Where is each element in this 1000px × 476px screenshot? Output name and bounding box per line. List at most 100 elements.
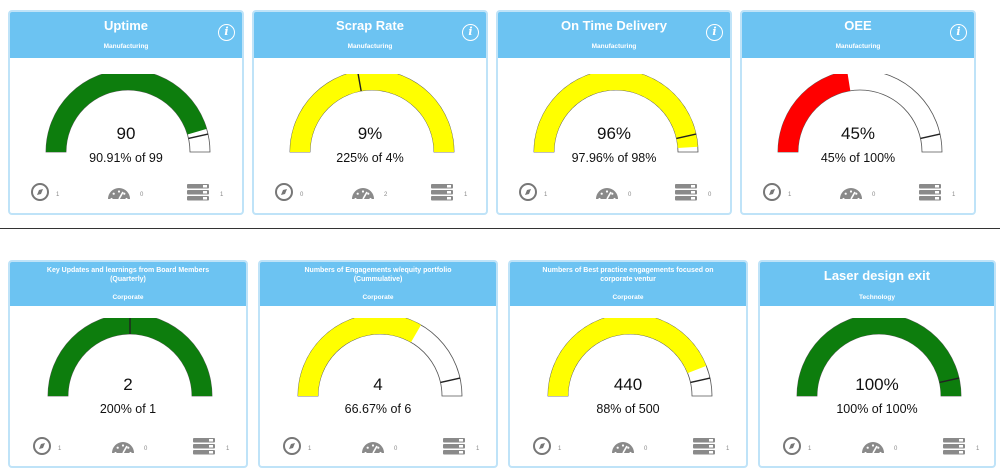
speedometer-icon[interactable] (838, 182, 864, 202)
info-icon[interactable]: i (706, 24, 723, 41)
gauge-value: 100% (855, 375, 899, 394)
list-icon[interactable] (430, 182, 454, 202)
gauge-value: 90 (116, 124, 136, 143)
card-title: Uptime (103, 18, 149, 33)
gauge-target-marker (357, 74, 362, 92)
gauge (533, 74, 699, 153)
kpi-card-oee[interactable]: OEE Manufacturing i 45% 45% of 100% 1 0 … (740, 10, 976, 215)
list-count: 0 (708, 192, 712, 198)
speedometer-icon[interactable] (360, 436, 386, 456)
list-count: 1 (976, 446, 980, 452)
card-header: On Time Delivery Manufacturing i (498, 12, 730, 58)
gauge-target-marker (676, 133, 697, 140)
gauge-percent-of-target: 100% of 100% (836, 402, 918, 416)
compass-icon[interactable] (30, 182, 50, 202)
list-icon[interactable] (192, 436, 216, 456)
card-category: Manufacturing (835, 43, 881, 50)
compass-count: 1 (544, 192, 548, 198)
list-count: 1 (726, 446, 730, 452)
list-count: 1 (220, 192, 224, 198)
card-title: OEE (844, 18, 872, 33)
kpi-card-board-updates[interactable]: Key Updates and learnings from Board Mem… (8, 260, 248, 468)
card-header: Uptime Manufacturing i (10, 12, 242, 58)
card-category: Corporate (612, 294, 644, 301)
kpi-card-on-time-delivery[interactable]: On Time Delivery Manufacturing i 96% 97.… (496, 10, 732, 215)
gauge (297, 318, 463, 397)
info-icon[interactable]: i (218, 24, 235, 41)
card-header: Laser design exit Technology (760, 262, 994, 306)
card-title: Numbers of Best practice engagements foc… (542, 267, 714, 283)
gauge-value: 2 (123, 375, 133, 394)
gauge-percent-of-target: 97.96% of 98% (571, 151, 657, 165)
kpi-card-scrap-rate[interactable]: Scrap Rate Manufacturing i 9% 225% of 4%… (252, 10, 488, 215)
gauge-percent-of-target: 66.67% of 6 (344, 402, 412, 416)
kpi-card-laser-design-exit[interactable]: Laser design exit Technology 100% 100% o… (758, 260, 996, 468)
gauge (796, 318, 962, 397)
list-icon[interactable] (692, 436, 716, 456)
kpi-card-equity-engagements[interactable]: Numbers of Engagements w/equity portfoli… (258, 260, 498, 468)
kpi-card-uptime[interactable]: Uptime Manufacturing i 90 90.91% of 99 1… (8, 10, 244, 215)
kpi-card-best-practice-engagements[interactable]: Numbers of Best practice engagements foc… (508, 260, 748, 468)
compass-icon[interactable] (762, 182, 782, 202)
speedometer-count: 2 (384, 192, 388, 198)
compass-count: 1 (308, 446, 312, 452)
gauge-percent-of-target: 200% of 1 (99, 402, 157, 416)
compass-icon[interactable] (282, 436, 302, 456)
list-icon[interactable] (442, 436, 466, 456)
gauge-percent-of-target: 45% of 100% (820, 151, 896, 165)
gauge-target-marker (690, 377, 711, 384)
gauge-target-marker (188, 133, 209, 140)
compass-icon[interactable] (532, 436, 552, 456)
speedometer-icon[interactable] (110, 436, 136, 456)
card-header: OEE Manufacturing i (742, 12, 974, 58)
list-icon[interactable] (674, 182, 698, 202)
card-title: On Time Delivery (561, 18, 667, 33)
gauge-percent-of-target: 90.91% of 99 (89, 151, 163, 165)
compass-count: 1 (558, 446, 562, 452)
compass-icon[interactable] (32, 436, 52, 456)
gauge-fill (48, 318, 212, 396)
compass-icon[interactable] (782, 436, 802, 456)
speedometer-icon[interactable] (594, 182, 620, 202)
card-title: Laser design exit (823, 268, 931, 283)
gauge (45, 74, 211, 153)
speedometer-count: 0 (140, 192, 144, 198)
card-title: Scrap Rate (336, 18, 404, 33)
gauge-fill (797, 318, 961, 396)
gauge-fill (298, 318, 422, 396)
list-icon[interactable] (186, 182, 210, 202)
list-icon[interactable] (918, 182, 942, 202)
gauge (547, 318, 713, 397)
speedometer-count: 0 (394, 446, 398, 452)
card-title: Key Updates and learnings from Board Mem… (46, 267, 210, 283)
card-category: Manufacturing (591, 43, 637, 50)
speedometer-icon[interactable] (106, 182, 132, 202)
list-count: 1 (952, 192, 956, 198)
speedometer-icon[interactable] (610, 436, 636, 456)
list-count: 1 (476, 446, 480, 452)
gauge-percent-of-target: 88% of 500 (596, 402, 660, 416)
info-icon[interactable]: i (950, 24, 967, 41)
card-header: Key Updates and learnings from Board Mem… (10, 262, 246, 306)
speedometer-icon[interactable] (860, 436, 886, 456)
list-count: 1 (464, 192, 468, 198)
list-icon[interactable] (942, 436, 966, 456)
speedometer-icon[interactable] (350, 182, 376, 202)
gauge-percent-of-target: 225% of 4% (336, 151, 404, 165)
info-icon[interactable]: i (462, 24, 479, 41)
gauge-target-marker (920, 133, 941, 140)
gauge-fill (548, 318, 707, 396)
compass-count: 1 (56, 192, 60, 198)
compass-icon[interactable] (274, 182, 294, 202)
compass-count: 0 (300, 192, 304, 198)
card-category: Manufacturing (347, 43, 393, 50)
card-category: Technology (859, 294, 895, 301)
gauge (289, 74, 455, 153)
compass-count: 1 (788, 192, 792, 198)
gauge-target-marker (440, 377, 461, 384)
gauge-value: 4 (373, 375, 383, 394)
compass-icon[interactable] (518, 182, 538, 202)
card-category: Manufacturing (103, 43, 149, 50)
speedometer-count: 0 (144, 446, 148, 452)
speedometer-count: 0 (644, 446, 648, 452)
